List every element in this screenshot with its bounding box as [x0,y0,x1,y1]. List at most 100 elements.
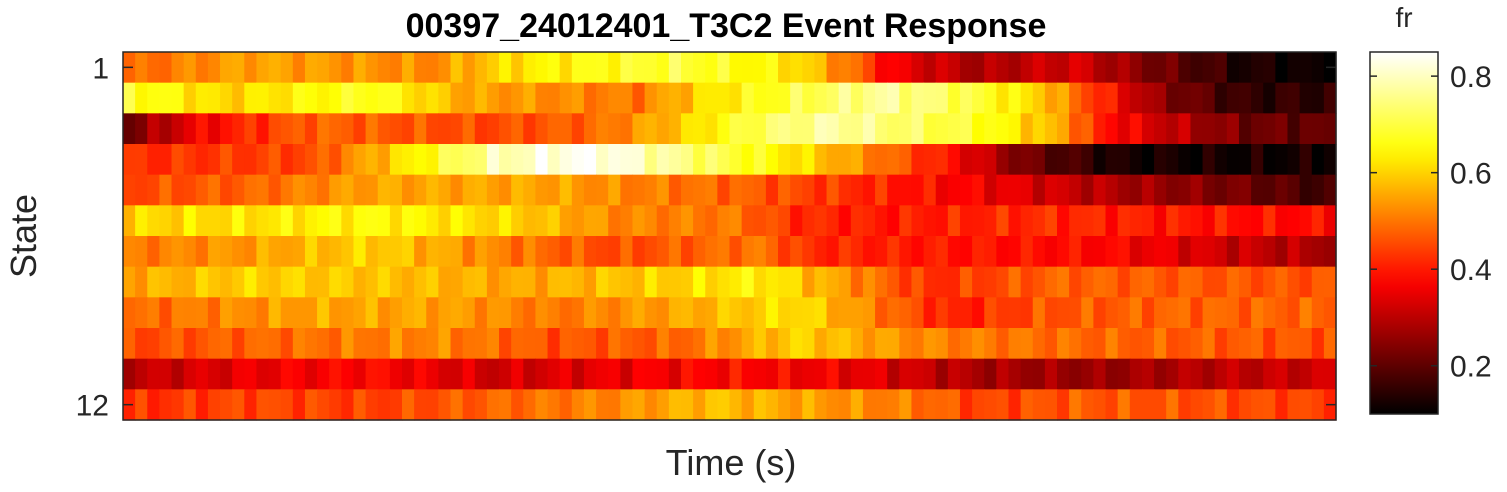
heatmap-cell [195,205,209,237]
heatmap-cell [1190,144,1204,176]
heatmap-cell [195,389,209,421]
heatmap-cell [705,52,718,84]
heatmap-cell [668,328,682,360]
heatmap-cell [559,174,573,206]
heatmap-cell [1178,236,1192,268]
heatmap-cell [1226,328,1240,360]
heatmap-cell [984,358,997,390]
heatmap-cell [1020,297,1034,329]
heatmap-cell [207,113,221,145]
heatmap-cell [256,113,270,145]
heatmap-cell [1105,236,1119,268]
heatmap-cell [583,82,597,114]
heatmap-cell [790,358,803,390]
heatmap-cell [377,82,391,114]
heatmap-cell [583,52,597,84]
heatmap-cell [814,205,828,237]
heatmap-cell [680,144,694,176]
heatmap-cell [680,297,694,329]
heatmap-cell [1275,205,1289,237]
heatmap-cell [1263,297,1276,329]
heatmap-cell [438,52,452,84]
heatmap-cell [1251,52,1264,84]
heatmap-cell [668,297,682,329]
heatmap-cell [947,266,961,298]
heatmap-cell [644,358,658,390]
heatmap-cell [474,297,488,329]
heatmap-cell [183,266,197,298]
heatmap-cell [753,358,767,390]
heatmap-cell [741,144,755,176]
heatmap-cell [596,144,609,176]
heatmap-cell [159,52,173,84]
heatmap-cell [401,82,415,114]
heatmap-cell [1202,236,1216,268]
heatmap-cell [1226,205,1240,237]
heatmap-cell [135,144,148,176]
heatmap-cell [753,174,767,206]
heatmap-cell [1032,82,1046,114]
heatmap-cell [1008,389,1022,421]
heatmap-cell [862,297,876,329]
heatmap-cell [1178,144,1192,176]
heatmap-cell [401,236,415,268]
heatmap-cell [984,52,997,84]
heatmap-cell [486,82,500,114]
heatmap-cell [656,236,670,268]
heatmap-cell [474,113,488,145]
heatmap-cell [1020,52,1034,84]
heatmap-cell [1129,266,1143,298]
heatmap-cell [317,297,330,329]
heatmap-cell [875,82,888,114]
heatmap-cell [195,358,209,390]
heatmap-cell [1299,389,1313,421]
heatmap-cell [802,297,816,329]
heatmap-cell [511,174,524,206]
heatmap-cell [268,358,282,390]
heatmap-cell [1178,297,1192,329]
heatmap-cell [862,52,876,84]
heatmap-cell [474,205,488,237]
heatmap-cell [207,144,221,176]
heatmap-cell [547,205,561,237]
heatmap-cell [462,52,476,84]
heatmap-cell [1093,113,1107,145]
heatmap-cell [972,113,985,145]
heatmap-cell [1287,358,1301,390]
heatmap-cell [705,174,718,206]
heatmap-cell [450,82,464,114]
heatmap-cell [1275,236,1289,268]
heatmap-cell [535,358,549,390]
heatmap-cell [389,174,403,206]
heatmap-cell [317,82,330,114]
heatmap-cell [1251,266,1264,298]
heatmap-cell [450,328,464,360]
heatmap-cell [632,82,646,114]
colorbar-tick-label: 0.2 [1450,351,1492,384]
heatmap-cell [207,174,221,206]
heatmap-cell [838,297,852,329]
heatmap-cell [802,52,816,84]
heatmap-cell [875,52,888,84]
heatmap-cell [256,82,270,114]
heatmap-cell [596,205,609,237]
heatmap-cell [499,328,512,360]
heatmap-cell [608,174,621,206]
heatmap-cell [1166,236,1179,268]
heatmap-cell [850,52,864,84]
heatmap-cell [499,144,512,176]
heatmap-cell [656,113,670,145]
heatmap-cell [341,82,355,114]
heatmap-cell [1166,328,1179,360]
heatmap-cell [1141,328,1155,360]
heatmap-cell [608,52,621,84]
heatmap-cell [1166,266,1179,298]
heatmap-cell [741,389,755,421]
heatmap-cell [462,389,476,421]
heatmap-cell [814,389,828,421]
heatmap-cell [1069,144,1082,176]
heatmap-cell [1141,358,1155,390]
heatmap-cell [959,328,973,360]
heatmap-cell [414,389,427,421]
